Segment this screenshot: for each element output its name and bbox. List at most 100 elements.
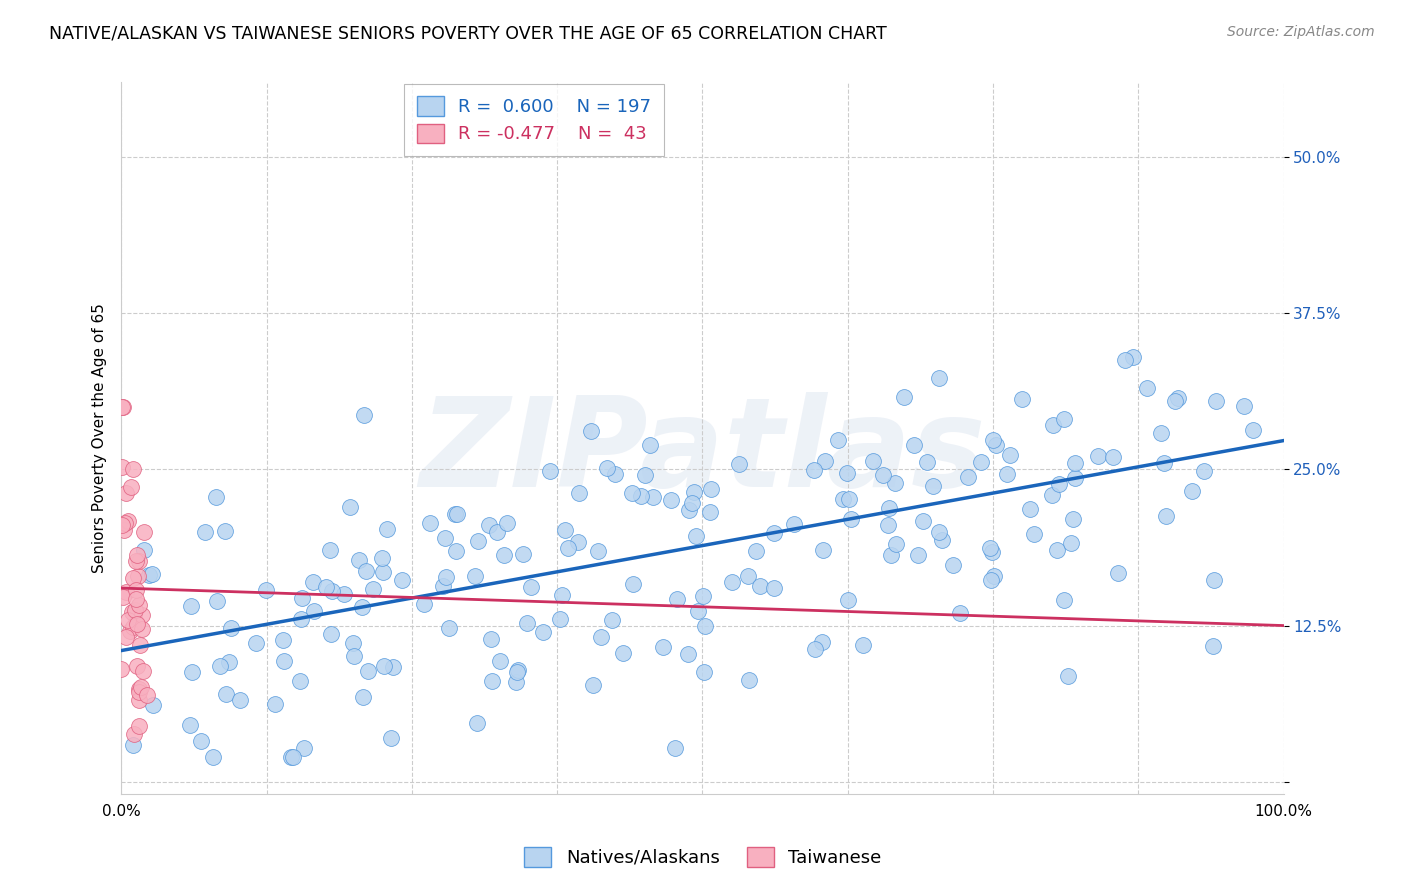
Point bbox=[319, 542, 342, 557]
Point bbox=[681, 496, 703, 510]
Point bbox=[586, 544, 609, 558]
Point bbox=[280, 749, 302, 764]
Point bbox=[291, 591, 314, 605]
Point bbox=[125, 659, 148, 673]
Point bbox=[620, 486, 643, 500]
Point bbox=[912, 514, 935, 528]
Point bbox=[353, 690, 375, 705]
Point bbox=[603, 467, 626, 482]
Point bbox=[1053, 411, 1076, 425]
Point bbox=[444, 544, 467, 558]
Point bbox=[117, 514, 139, 528]
Point bbox=[506, 665, 529, 679]
Point bbox=[1181, 484, 1204, 499]
Point bbox=[111, 518, 134, 533]
Point bbox=[948, 606, 970, 620]
Point bbox=[122, 571, 145, 585]
Y-axis label: Seniors Poverty Over the Age of 65: Seniors Poverty Over the Age of 65 bbox=[93, 303, 107, 573]
Point bbox=[602, 613, 624, 627]
Point bbox=[1241, 423, 1264, 437]
Point bbox=[983, 569, 1005, 583]
Point bbox=[1060, 536, 1083, 550]
Point bbox=[839, 511, 862, 525]
Point bbox=[745, 544, 768, 558]
Point bbox=[970, 455, 993, 469]
Point bbox=[557, 541, 579, 556]
Point bbox=[356, 565, 378, 579]
Point bbox=[125, 616, 148, 631]
Point bbox=[548, 612, 571, 626]
Point bbox=[738, 673, 761, 688]
Point bbox=[720, 575, 742, 590]
Point bbox=[638, 438, 661, 452]
Point bbox=[478, 517, 501, 532]
Point bbox=[128, 554, 150, 568]
Point bbox=[884, 475, 907, 490]
Point bbox=[302, 574, 325, 589]
Point bbox=[682, 484, 704, 499]
Point bbox=[215, 687, 238, 701]
Point bbox=[444, 507, 467, 521]
Point bbox=[127, 568, 149, 582]
Point bbox=[281, 749, 304, 764]
Point bbox=[128, 598, 150, 612]
Point bbox=[928, 371, 950, 385]
Point bbox=[117, 613, 139, 627]
Point bbox=[381, 660, 404, 674]
Point bbox=[125, 592, 148, 607]
Point bbox=[907, 548, 929, 562]
Point bbox=[903, 438, 925, 452]
Point bbox=[319, 627, 342, 641]
Point bbox=[998, 448, 1021, 462]
Point bbox=[872, 467, 894, 482]
Point bbox=[880, 548, 903, 562]
Point bbox=[877, 517, 900, 532]
Point bbox=[762, 526, 785, 541]
Point bbox=[361, 582, 384, 596]
Point bbox=[315, 580, 337, 594]
Point bbox=[380, 731, 402, 745]
Point bbox=[505, 675, 527, 690]
Point bbox=[125, 554, 148, 568]
Point bbox=[957, 470, 980, 484]
Text: ZIPatlas: ZIPatlas bbox=[419, 392, 986, 513]
Point bbox=[814, 454, 837, 468]
Point bbox=[612, 646, 634, 660]
Point bbox=[942, 558, 965, 572]
Point bbox=[492, 549, 515, 563]
Point bbox=[554, 524, 576, 538]
Point bbox=[1101, 450, 1123, 464]
Point bbox=[391, 573, 413, 587]
Point bbox=[201, 749, 224, 764]
Point bbox=[434, 570, 457, 584]
Point bbox=[121, 605, 143, 619]
Point bbox=[128, 693, 150, 707]
Point bbox=[652, 640, 675, 655]
Point bbox=[621, 577, 644, 591]
Point bbox=[1163, 393, 1185, 408]
Point bbox=[122, 620, 145, 634]
Point bbox=[803, 463, 825, 477]
Point bbox=[877, 501, 900, 516]
Point bbox=[634, 468, 657, 483]
Point bbox=[1047, 477, 1070, 491]
Point bbox=[862, 454, 884, 468]
Point bbox=[783, 516, 806, 531]
Point bbox=[375, 523, 398, 537]
Point bbox=[264, 697, 287, 711]
Point bbox=[1107, 566, 1129, 580]
Point bbox=[115, 486, 138, 500]
Point bbox=[209, 659, 232, 673]
Point bbox=[121, 481, 143, 495]
Point bbox=[1167, 391, 1189, 405]
Point bbox=[1202, 639, 1225, 653]
Point bbox=[131, 607, 153, 622]
Legend: R =  0.600    N = 197, R = -0.477    N =  43: R = 0.600 N = 197, R = -0.477 N = 43 bbox=[404, 84, 664, 156]
Point bbox=[928, 525, 950, 540]
Point bbox=[371, 550, 394, 565]
Point bbox=[125, 582, 148, 597]
Point bbox=[1150, 426, 1173, 441]
Point bbox=[350, 599, 373, 614]
Point bbox=[837, 593, 859, 607]
Point bbox=[811, 635, 834, 649]
